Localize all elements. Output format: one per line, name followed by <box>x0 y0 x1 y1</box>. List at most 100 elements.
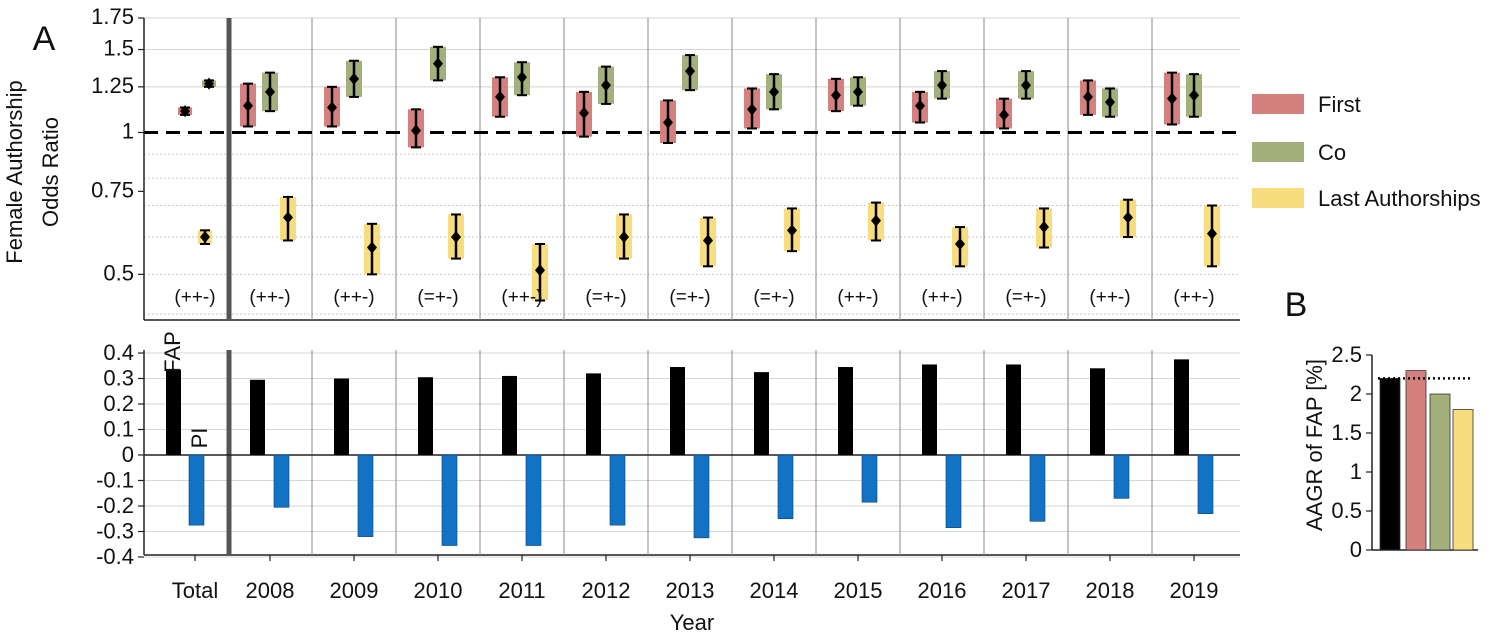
significance-annotation: (++-) <box>1089 287 1130 308</box>
legend-swatch-co <box>1252 142 1304 162</box>
odds-y-tick-label: 0.5 <box>103 260 134 285</box>
pi-bar <box>609 454 626 526</box>
mean-marker <box>915 99 925 112</box>
legend-swatch-first <box>1252 94 1304 114</box>
mean-marker <box>1021 79 1031 92</box>
odds-y-tick-label: 1.5 <box>103 36 134 61</box>
x-tick-label: 2009 <box>330 578 379 603</box>
mean-marker <box>955 237 965 250</box>
fap-bar <box>1090 368 1105 455</box>
aagr-y-tick-label: 0 <box>1350 537 1362 562</box>
mean-marker <box>243 99 253 112</box>
significance-annotation: (=+-) <box>669 287 710 308</box>
bar-y-tick-label: -0.1 <box>96 468 134 493</box>
pi-bar <box>777 454 794 520</box>
pi-bar <box>525 454 542 546</box>
mean-marker <box>180 105 190 118</box>
mean-marker <box>769 85 779 98</box>
mean-marker <box>200 231 210 244</box>
aagr-bar-first <box>1405 370 1427 551</box>
fap-bar <box>418 377 433 455</box>
mean-marker <box>367 241 377 254</box>
panel-label-a: A <box>33 20 56 58</box>
x-tick-label: 2018 <box>1086 578 1135 603</box>
aagr-bar-co <box>1429 393 1451 551</box>
pi-bar <box>1113 454 1130 499</box>
significance-annotation: (=+-) <box>753 287 794 308</box>
aagr-bar-fap <box>1379 377 1401 551</box>
fap-bar <box>334 378 349 455</box>
odds-y-tick-label: 1.75 <box>91 4 134 29</box>
mean-marker <box>1083 90 1093 103</box>
pi-bar <box>945 454 962 528</box>
mean-marker <box>703 234 713 247</box>
pi-bar <box>357 454 374 537</box>
legend-label: Co <box>1318 140 1346 165</box>
mean-marker <box>433 57 443 70</box>
pi-series-label: PI <box>187 428 212 449</box>
mean-marker <box>663 116 673 129</box>
x-tick-label: 2019 <box>1170 578 1219 603</box>
mean-marker <box>601 79 611 92</box>
fap-bar <box>922 364 937 455</box>
mean-marker <box>853 85 863 98</box>
odds-y-tick-label: 1.25 <box>91 73 134 98</box>
significance-annotation: (++-) <box>174 287 215 308</box>
bar-y-tick-label: 0.1 <box>103 417 134 442</box>
aagr-y-tick-label: 1 <box>1350 459 1362 484</box>
mean-marker <box>937 79 947 92</box>
mean-marker <box>283 211 293 224</box>
fap-bar <box>1006 364 1021 455</box>
mean-marker <box>517 71 527 84</box>
odds-y-tick-label: 0.75 <box>91 177 134 202</box>
legend-label: First <box>1318 92 1361 117</box>
odds-y-tick-label: 1 <box>122 119 134 144</box>
fap-series-label: FAP <box>160 331 185 373</box>
significance-annotation: (++-) <box>1173 287 1214 308</box>
pi-bar <box>1029 454 1046 522</box>
pi-bar <box>693 454 710 539</box>
fap-bar <box>838 367 853 455</box>
significance-annotation: (++-) <box>501 287 542 308</box>
significance-annotation: (=+-) <box>1005 287 1046 308</box>
fap-bar <box>670 367 685 455</box>
fap-bar <box>166 369 181 455</box>
mean-marker <box>349 72 359 85</box>
x-axis-label: Year <box>670 610 714 635</box>
fap-bar <box>250 379 265 455</box>
mean-marker <box>787 224 797 237</box>
fap-bar <box>1174 359 1189 455</box>
bar-y-tick-label: 0 <box>122 442 134 467</box>
mean-marker <box>579 107 589 120</box>
x-tick-label: 2016 <box>918 578 967 603</box>
significance-annotation: (++-) <box>837 287 878 308</box>
mean-marker <box>411 124 421 137</box>
x-tick-label: 2015 <box>834 578 883 603</box>
mean-marker <box>1207 227 1217 240</box>
panel-label-b: B <box>1285 286 1308 324</box>
bar-y-tick-label: 0.3 <box>103 366 134 391</box>
x-tick-label: 2012 <box>582 578 631 603</box>
mean-marker <box>999 108 1009 121</box>
mean-marker <box>495 90 505 103</box>
mean-marker <box>535 264 545 277</box>
bar-y-tick-label: 0.2 <box>103 391 134 416</box>
mean-marker <box>871 214 881 227</box>
significance-annotation: (++-) <box>921 287 962 308</box>
odds-y-label-line2: Odds Ratio <box>38 117 63 227</box>
legend-label: Last Authorships <box>1318 186 1481 211</box>
pi-bar <box>1197 454 1214 514</box>
mean-marker <box>1123 211 1133 224</box>
mean-marker <box>685 65 695 78</box>
x-tick-label: Total <box>172 578 218 603</box>
x-tick-label: 2010 <box>414 578 463 603</box>
aagr-y-tick-label: 1.5 <box>1331 420 1362 445</box>
aagr-y-label: AAGR of FAP [%] <box>1302 359 1327 531</box>
x-tick-label: 2011 <box>498 578 545 603</box>
mean-marker <box>204 77 214 90</box>
mean-marker <box>327 101 337 114</box>
mean-marker <box>1039 221 1049 234</box>
mean-marker <box>1189 89 1199 102</box>
mean-marker <box>831 89 841 102</box>
